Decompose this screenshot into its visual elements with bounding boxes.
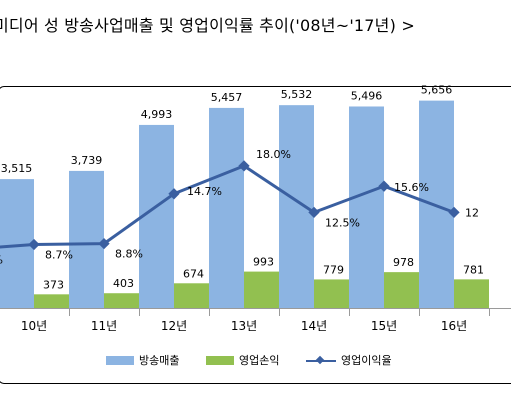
margin-value-label: 12 bbox=[465, 206, 479, 219]
combo-chart: 09년3,50332210년3,51537311년3,73940312년4,99… bbox=[0, 84, 511, 333]
margin-value-label: 18.0% bbox=[256, 148, 291, 161]
profit-value-label: 403 bbox=[113, 277, 134, 290]
margin-point bbox=[448, 206, 460, 219]
profit-value-label: 781 bbox=[463, 263, 484, 276]
sales-bar bbox=[69, 170, 104, 308]
x-tick-label: 12년 bbox=[161, 319, 187, 333]
sales-bar bbox=[139, 124, 174, 308]
sales-value-label: 3,515 bbox=[1, 162, 33, 175]
profit-bar bbox=[34, 294, 69, 308]
profit-bar bbox=[244, 271, 279, 308]
legend-item-operating-profit: 영업손익 bbox=[206, 352, 279, 368]
x-tick-label: 14년 bbox=[301, 319, 327, 333]
margin-value-label: 15.6% bbox=[394, 181, 429, 194]
margin-value-label: 8.8% bbox=[115, 248, 143, 261]
sales-value-label: 4,993 bbox=[141, 108, 173, 121]
sales-bar bbox=[209, 107, 244, 308]
legend-item-operating-margin: 영업이익율 bbox=[306, 352, 392, 368]
chart-area: 09년3,50332210년3,51537311년3,73940312년4,99… bbox=[0, 78, 511, 400]
chart-legend: 방송매출 영업손익 영업이익율 bbox=[0, 352, 511, 372]
legend-label-operating-profit: 영업손익 bbox=[239, 354, 280, 367]
legend-label-operating-margin: 영업이익율 bbox=[341, 354, 392, 367]
profit-value-label: 993 bbox=[253, 256, 274, 269]
margin-line bbox=[0, 164, 455, 249]
legend-swatch-operating-profit bbox=[206, 355, 234, 365]
profit-value-label: 779 bbox=[323, 263, 344, 276]
x-tick-label: 16년 bbox=[441, 319, 467, 333]
profit-bar bbox=[384, 272, 419, 308]
sales-value-label: 5,532 bbox=[281, 88, 313, 101]
legend-label-broadcast-sales: 방송매출 bbox=[139, 354, 180, 367]
legend-swatch-operating-margin bbox=[306, 355, 336, 365]
margin-value-label: 14.7% bbox=[187, 185, 222, 198]
x-tick-label: 10년 bbox=[21, 319, 47, 333]
x-tick-label: 13년 bbox=[231, 319, 257, 333]
profit-value-label: 373 bbox=[43, 278, 64, 291]
sales-bar bbox=[349, 106, 384, 308]
profit-bar bbox=[454, 279, 489, 308]
profit-value-label: 674 bbox=[183, 267, 204, 280]
page-title: 미디어 성 방송사업매출 및 영업이익률 추이('08년~'17년) > bbox=[0, 16, 415, 35]
sales-value-label: 5,496 bbox=[351, 89, 383, 102]
legend-swatch-broadcast-sales bbox=[106, 355, 134, 365]
margin-point bbox=[308, 206, 320, 219]
x-tick-label: 11년 bbox=[91, 319, 117, 333]
profit-bar bbox=[314, 279, 349, 308]
profit-value-label: 978 bbox=[393, 256, 414, 269]
sales-value-label: 5,457 bbox=[211, 91, 243, 104]
margin-point bbox=[238, 160, 250, 172]
sales-value-label: 5,656 bbox=[421, 84, 453, 97]
margin-value-label: 12.5% bbox=[325, 216, 360, 229]
legend-item-broadcast-sales: 방송매출 bbox=[106, 352, 179, 368]
sales-bar bbox=[279, 105, 314, 308]
margin-value-label: 8.7% bbox=[45, 248, 73, 261]
sales-value-label: 3,739 bbox=[71, 154, 103, 167]
margin-value-label: 8.1% bbox=[0, 254, 3, 267]
x-tick-label: 15년 bbox=[371, 319, 397, 333]
profit-bar bbox=[104, 293, 139, 308]
profit-bar bbox=[174, 283, 209, 308]
margin-point bbox=[378, 180, 390, 192]
